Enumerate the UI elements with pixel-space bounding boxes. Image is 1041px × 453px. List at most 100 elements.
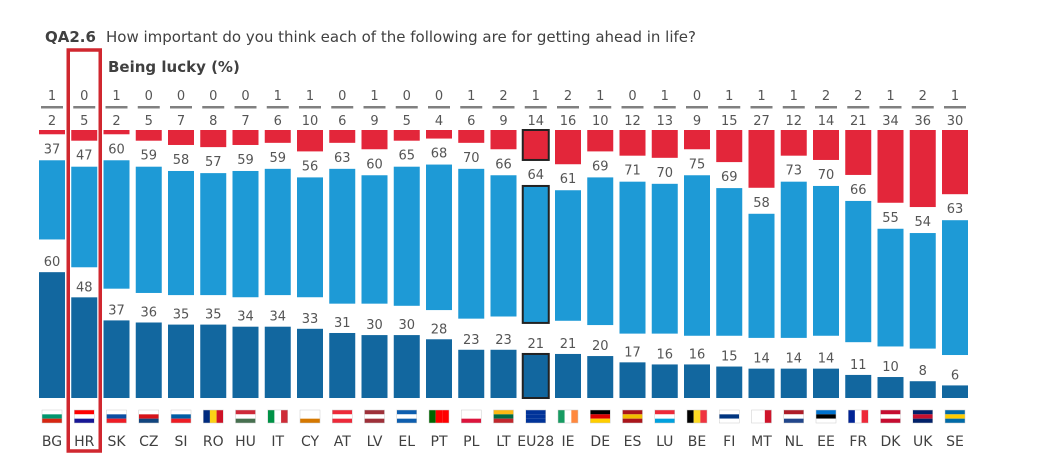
dont-know-label: 0: [80, 89, 88, 104]
important-bar: [329, 168, 356, 304]
flag-stripe: [564, 410, 572, 423]
chart-subtitle: Being lucky (%): [108, 58, 240, 76]
flag-stripe: [74, 410, 95, 415]
not-important-label: 16: [560, 114, 577, 129]
flag-stripe: [912, 414, 933, 419]
important-label: 69: [721, 170, 738, 185]
flag-eu28-icon: [525, 409, 546, 424]
important-bar: [845, 200, 872, 343]
essential-bar: [716, 366, 743, 398]
not-important-label: 13: [656, 114, 673, 129]
not-important-bar: [780, 130, 807, 156]
important-label: 65: [398, 149, 415, 164]
dont-know-bar: [41, 106, 63, 109]
not-important-label: 9: [693, 114, 701, 129]
flag-stripe: [687, 410, 694, 423]
flag-stripe: [861, 410, 869, 423]
not-important-label: 7: [177, 114, 185, 129]
flag-stripe: [171, 418, 191, 423]
category-label: HR: [74, 434, 95, 450]
essential-bar: [748, 368, 775, 398]
flag-stripe: [281, 410, 288, 423]
important-label: 66: [850, 183, 867, 198]
essential-label: 14: [753, 352, 770, 367]
important-bar: [716, 188, 743, 336]
flag-lv-icon: [364, 409, 385, 424]
important-label: 37: [44, 142, 61, 157]
essential-bar: [329, 332, 356, 398]
important-label: 70: [656, 166, 673, 181]
not-important-label: 30: [947, 114, 964, 129]
category-label: ES: [624, 434, 642, 450]
not-important-label: 5: [145, 114, 153, 129]
important-bar: [232, 170, 259, 298]
dont-know-label: 0: [693, 89, 701, 104]
flag-de-icon: [590, 409, 611, 424]
dont-know-label: 2: [919, 89, 927, 104]
flag-stripe: [816, 418, 836, 423]
dont-know-bar: [73, 106, 96, 109]
flag-stripe: [429, 410, 436, 423]
flag-stripe: [622, 410, 643, 415]
essential-label: 16: [689, 347, 706, 362]
important-bar: [168, 170, 194, 296]
flag-stripe: [654, 410, 675, 415]
important-label: 71: [624, 164, 641, 179]
flag-stripe: [461, 418, 482, 423]
flag-stripe: [783, 410, 804, 415]
dont-know-bar: [815, 106, 837, 109]
important-bar: [490, 175, 517, 317]
important-bar: [877, 228, 904, 347]
not-important-bar: [71, 130, 98, 141]
important-bar: [684, 175, 710, 336]
important-label: 66: [495, 157, 512, 172]
flag-it-icon: [267, 409, 288, 424]
essential-label: 20: [592, 339, 609, 354]
dont-know-bar: [202, 106, 225, 109]
essential-label: 6: [951, 368, 959, 383]
flag-stripe: [848, 410, 855, 423]
not-important-bar: [716, 130, 743, 163]
essential-bar: [555, 353, 581, 398]
flag-stripe: [758, 410, 765, 423]
flag-stripe: [442, 410, 449, 423]
important-label: 57: [205, 155, 222, 170]
flag-stripe: [816, 410, 836, 415]
flag-stripe: [138, 414, 159, 419]
flag-stripe: [945, 410, 965, 415]
not-important-bar: [200, 130, 227, 148]
dont-know-bar: [621, 106, 644, 109]
flag-sk-icon: [106, 409, 127, 424]
essential-label: 23: [495, 333, 512, 348]
flag-stripe: [590, 410, 611, 415]
essential-label: 21: [560, 337, 577, 352]
category-label: NL: [785, 434, 803, 450]
flag-hr-icon: [74, 409, 95, 424]
not-important-label: 9: [499, 114, 507, 129]
flag-stripe: [945, 418, 965, 423]
not-important-bar: [684, 130, 710, 150]
dont-know-label: 0: [338, 89, 346, 104]
flag-stripe: [396, 414, 417, 419]
category-label: PT: [431, 434, 448, 450]
dont-know-label: 1: [467, 89, 475, 104]
essential-bar: [587, 356, 614, 398]
category-label: LV: [367, 434, 383, 450]
important-bar: [555, 190, 581, 321]
essential-label: 35: [173, 308, 190, 323]
category-label: FR: [849, 434, 867, 450]
flag-stripe: [912, 410, 933, 415]
flag-stripe: [654, 414, 675, 419]
important-bar: [813, 185, 839, 336]
important-label: 60: [366, 157, 383, 172]
category-label: BE: [688, 434, 706, 450]
dont-know-bar: [557, 106, 579, 109]
dont-know-label: 0: [241, 89, 249, 104]
dont-know-label: 0: [403, 89, 411, 104]
important-label: 63: [947, 202, 964, 217]
category-label: LU: [656, 434, 673, 450]
essential-bar: [877, 377, 904, 398]
flag-stripe: [435, 410, 443, 423]
not-important-label: 5: [403, 114, 411, 129]
